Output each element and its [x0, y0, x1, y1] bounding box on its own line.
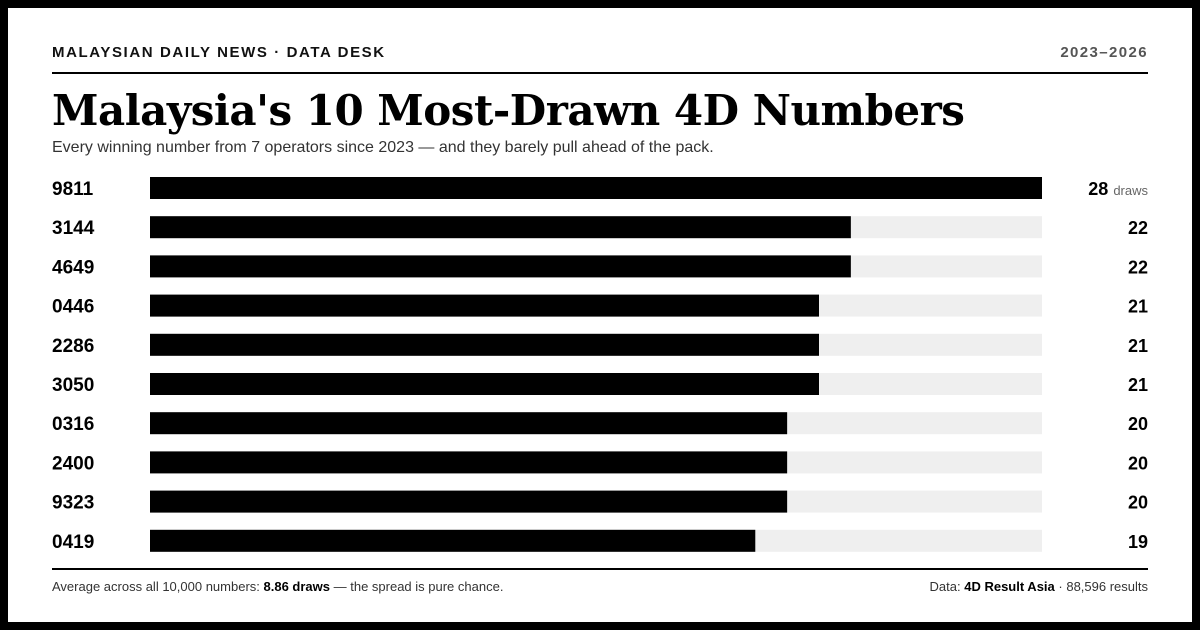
bar-row: 9811 28 draws: [52, 177, 1148, 200]
footer-note: Average across all 10,000 numbers: 8.86 …: [52, 579, 503, 594]
bar: [150, 216, 851, 239]
bar-row: 2286 21: [52, 333, 1148, 357]
value-number: 21: [1128, 375, 1148, 395]
bar-row: 4649 22: [52, 255, 1148, 278]
bar-row: 0446 21: [52, 294, 1148, 318]
value-label: 20: [1128, 414, 1148, 434]
category-label: 2400: [52, 453, 94, 474]
category-label: 9811: [52, 179, 94, 200]
source-name: 4D Result Asia: [964, 579, 1055, 594]
value-number: 22: [1128, 218, 1148, 238]
category-label: 4649: [52, 257, 94, 278]
bar: [150, 333, 819, 356]
source-prefix: Data:: [929, 579, 965, 594]
value-label: 28 draws: [1088, 179, 1148, 199]
value-number: 21: [1128, 336, 1148, 356]
category-label: 3050: [52, 375, 94, 396]
value-label: 20: [1128, 493, 1148, 513]
value-label: 22: [1128, 257, 1148, 277]
footer-note-prefix: Average across all 10,000 numbers:: [52, 579, 264, 594]
bar-row: 2400 20: [52, 451, 1148, 474]
category-label: 9323: [52, 493, 94, 514]
value-number: 20: [1128, 453, 1148, 473]
value-label: 19: [1128, 532, 1148, 552]
bar: [150, 373, 819, 395]
category-label: 0446: [52, 297, 94, 318]
source-suffix: · 88,596 results: [1054, 579, 1148, 594]
footer-note-suffix: — the spread is pure chance.: [330, 579, 504, 594]
value-number: 20: [1128, 493, 1148, 513]
bar-chart: 9811 28 draws 3144 22 4649 22 0446 21 2286 21 3050 2…: [52, 177, 1148, 553]
value-label: 21: [1128, 297, 1148, 317]
value-label: 22: [1128, 218, 1148, 238]
chart-title: Malaysia's 10 Most-Drawn 4D Numbers: [52, 86, 965, 135]
header-bar: MALAYSIAN DAILY NEWS · DATA DESK 2023–20…: [52, 44, 1148, 74]
category-label: 0316: [52, 414, 94, 435]
value-number: 21: [1128, 297, 1148, 317]
category-label: 3144: [52, 218, 95, 239]
bar-row: 3050 21: [52, 373, 1148, 396]
bar: [150, 490, 788, 513]
bar-row: 0419 19: [52, 529, 1148, 553]
chart-content: MALAYSIAN DAILY NEWS · DATA DESK 2023–20…: [52, 8, 1148, 622]
bar: [150, 177, 1042, 199]
value-number: 19: [1128, 532, 1148, 552]
chart-subtitle: Every winning number from 7 operators si…: [52, 139, 714, 156]
bar: [150, 294, 819, 317]
average-value: 8.86 draws: [263, 579, 331, 594]
bar-row: 3144 22: [52, 216, 1148, 239]
value-number: 22: [1128, 257, 1148, 277]
bar: [150, 529, 756, 552]
bar: [150, 451, 788, 474]
source-note: Data: 4D Result Asia · 88,596 results: [930, 579, 1148, 594]
value-label: 21: [1128, 375, 1148, 395]
bar-row: 0316 20: [52, 412, 1148, 435]
value-unit: draws: [1113, 183, 1148, 198]
bar: [150, 255, 851, 278]
value-label: 21: [1128, 336, 1148, 356]
category-label: 0419: [52, 532, 94, 553]
value-label: 20: [1128, 453, 1148, 473]
value-number: 20: [1128, 414, 1148, 434]
date-range: 2023–2026: [1060, 44, 1148, 61]
chart-card: MALAYSIAN DAILY NEWS · DATA DESK 2023–20…: [8, 8, 1192, 622]
category-label: 2286: [52, 336, 94, 357]
publication-kicker: MALAYSIAN DAILY NEWS · DATA DESK: [52, 44, 386, 61]
value-number: 28: [1088, 179, 1108, 199]
bar-row: 9323 20: [52, 490, 1148, 514]
bar: [150, 412, 788, 435]
footer-rule: [52, 568, 1148, 570]
